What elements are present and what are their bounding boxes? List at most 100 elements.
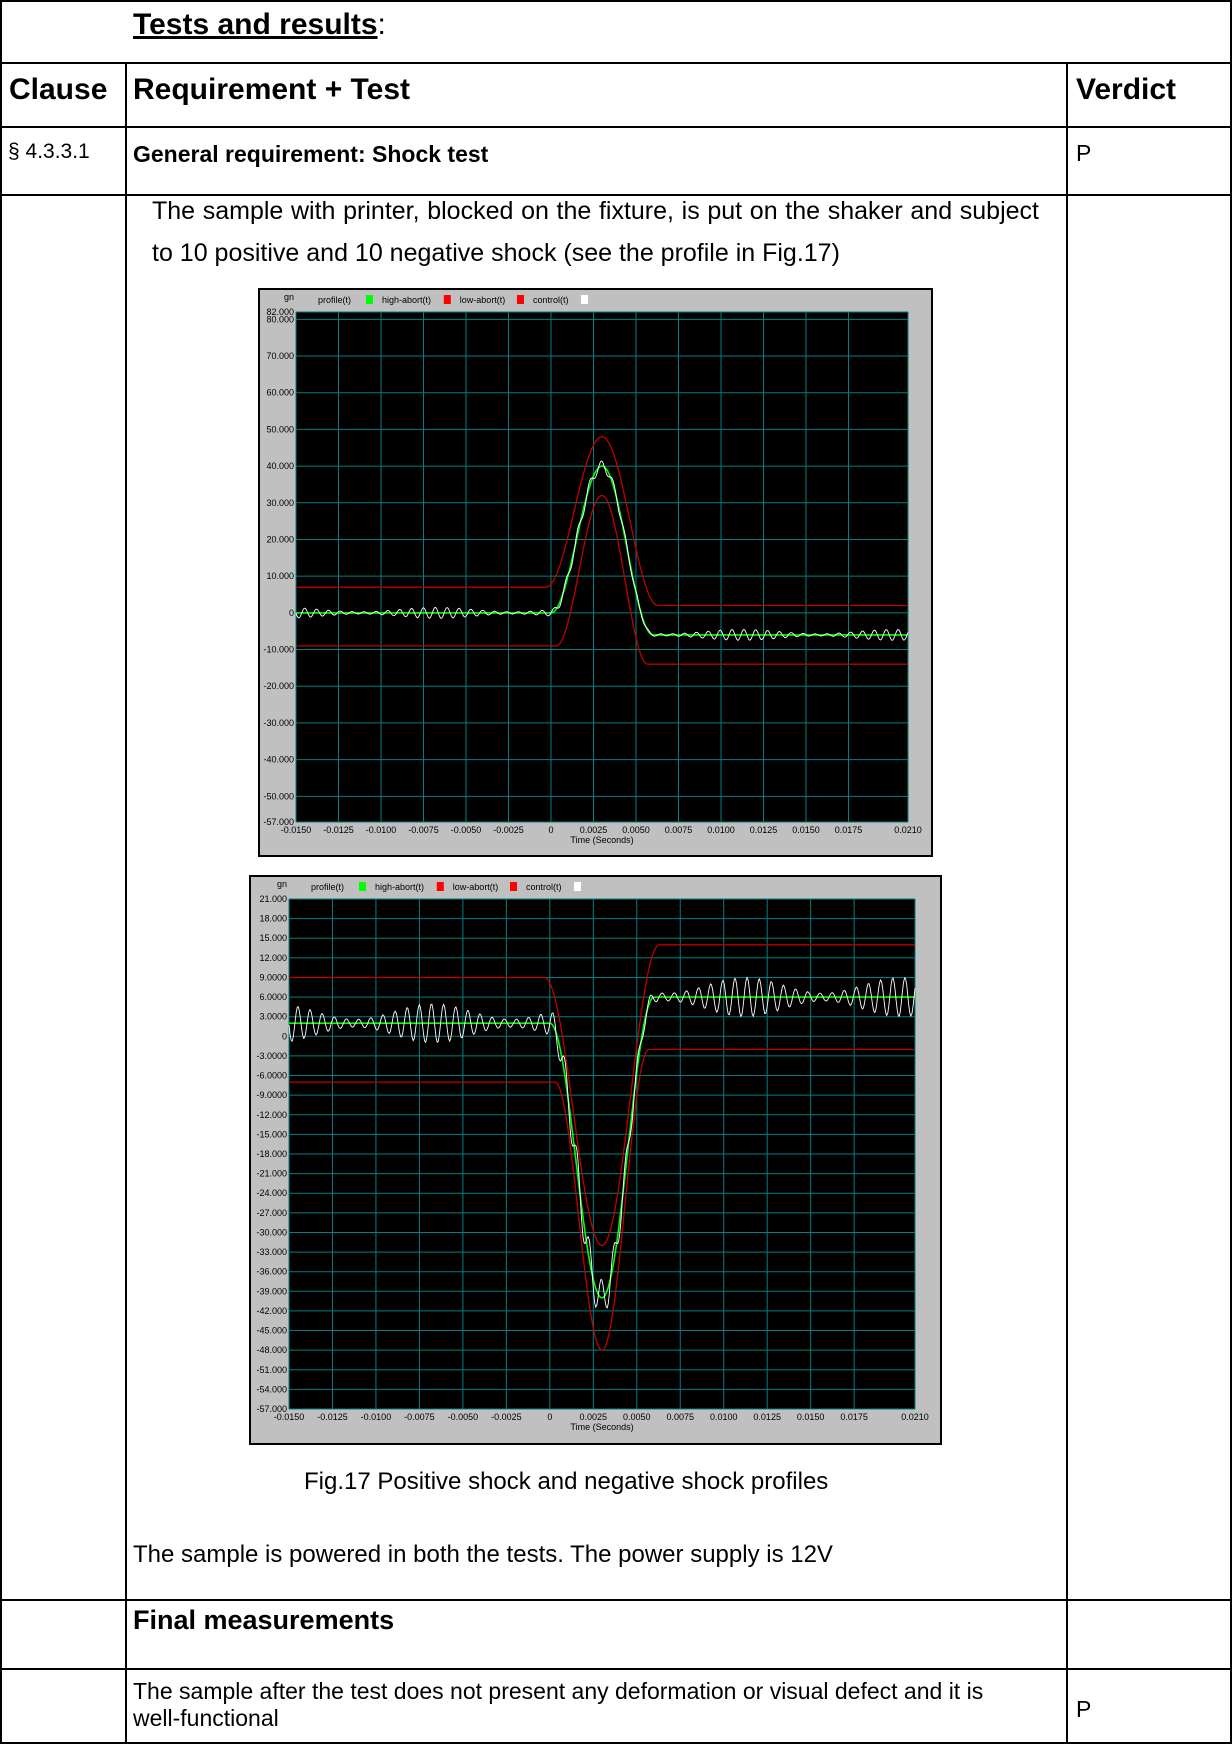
- y-tick-label: -15.000: [256, 1129, 287, 1139]
- legend-label: profile(t): [311, 882, 344, 892]
- x-tick-label: 0.0210: [901, 1412, 929, 1422]
- power-supply-note: The sample is powered in both the tests.…: [133, 1541, 833, 1568]
- x-axis-label: Time (Seconds): [570, 1422, 633, 1432]
- test-description: The sample with printer, blocked on the …: [152, 197, 1039, 267]
- y-tick-label: -6.0000: [256, 1071, 287, 1081]
- table-border: [0, 194, 1232, 196]
- legend-label: low-abort(t): [460, 295, 506, 305]
- y-tick-label: 9.0000: [259, 972, 287, 982]
- header-requirement: Requirement + Test: [133, 73, 411, 106]
- table-column-divider: [1066, 62, 1068, 1744]
- legend-label: low-abort(t): [453, 882, 499, 892]
- y-tick-label: -3.0000: [256, 1051, 287, 1061]
- y-tick-label: -18.000: [256, 1149, 287, 1159]
- y-tick-label: -57.000: [256, 1404, 287, 1414]
- low-abort-line: [289, 1048, 915, 1351]
- y-tick-label: 60.000: [266, 388, 294, 398]
- y-tick-label: -27.000: [256, 1208, 287, 1218]
- x-tick-label: -0.0050: [451, 825, 482, 835]
- x-tick-label: 0.0125: [750, 825, 778, 835]
- y-tick-label: -40.000: [263, 755, 294, 765]
- x-tick-label: 0.0100: [707, 825, 735, 835]
- low-abort-line: [296, 494, 908, 665]
- y-tick-label: 40.000: [266, 461, 294, 471]
- section-title-text: Tests and results: [133, 8, 378, 41]
- figure-caption: Fig.17 Positive shock and negative shock…: [304, 1468, 829, 1495]
- control-line: [295, 460, 909, 641]
- y-tick-label: 50.000: [266, 424, 294, 434]
- x-tick-label: -0.0050: [448, 1412, 479, 1422]
- x-tick-label: -0.0025: [493, 825, 524, 835]
- y-tick-label: -48.000: [256, 1345, 287, 1355]
- y-unit-label: gn: [277, 879, 287, 889]
- negative-shock-chart: gn profile(t) high-abort(t) low-abort(t) con…: [249, 875, 942, 1445]
- x-tick-label: 0.0210: [894, 825, 922, 835]
- section-title-colon: :: [377, 8, 386, 41]
- y-tick-label: 70.000: [266, 351, 294, 361]
- y-tick-label: 15.000: [259, 933, 287, 943]
- y-tick-label: -30.000: [256, 1227, 287, 1237]
- y-tick-label: 20.000: [266, 534, 294, 544]
- y-tick-label: -57.000: [263, 817, 294, 827]
- x-tick-label: 0.0025: [580, 825, 608, 835]
- x-tick-label: -0.0150: [274, 1412, 305, 1422]
- positive-shock-chart-svg: gn profile(t) high-abort(t) low-abort(t) con…: [263, 292, 922, 845]
- table-top-border: [0, 0, 1232, 2]
- x-tick-label: 0.0075: [666, 1412, 694, 1422]
- table-bottom-border: [0, 1742, 1232, 1744]
- y-tick-label: 12.000: [259, 953, 287, 963]
- legend-swatch: [436, 882, 444, 891]
- positive-shock-chart: gn profile(t) high-abort(t) low-abort(t) con…: [258, 288, 933, 857]
- legend-swatch: [510, 882, 517, 891]
- table-right-border: [1230, 0, 1232, 1744]
- table-border: [0, 1599, 1232, 1601]
- y-tick-label: 21.000: [259, 894, 287, 904]
- plot-area: [296, 312, 908, 822]
- y-tick-label: -10.000: [263, 645, 294, 655]
- x-tick-label: -0.0100: [366, 825, 397, 835]
- y-tick-label: 10.000: [266, 571, 294, 581]
- x-tick-label: 0.0150: [797, 1412, 825, 1422]
- y-tick-label: 30.000: [266, 498, 294, 508]
- section-title: Tests and results:: [133, 8, 386, 42]
- x-tick-label: 0: [547, 1412, 552, 1422]
- y-tick-label: -50.000: [263, 791, 294, 801]
- x-tick-label: 0.0125: [753, 1412, 781, 1422]
- x-tick-label: -0.0075: [408, 825, 439, 835]
- legend-label: high-abort(t): [382, 295, 431, 305]
- table-border: [0, 62, 1232, 64]
- table-left-border: [0, 0, 2, 1744]
- legend-swatch: [581, 295, 588, 304]
- x-tick-label: -0.0025: [491, 1412, 522, 1422]
- x-tick-label: -0.0125: [323, 825, 354, 835]
- clause-number: § 4.3.3.1: [8, 140, 90, 163]
- y-tick-label: -39.000: [256, 1286, 287, 1296]
- x-tick-label: 0.0175: [835, 825, 863, 835]
- control-line: [288, 976, 916, 1309]
- legend-label: control(t): [533, 295, 569, 305]
- y-tick-label: 0: [289, 608, 294, 618]
- y-tick-label: 3.0000: [259, 1012, 287, 1022]
- table-border: [0, 1668, 1232, 1670]
- x-tick-label: 0.0050: [622, 825, 650, 835]
- y-tick-label: 6.0000: [259, 992, 287, 1002]
- requirement-title: General requirement: Shock test: [133, 141, 489, 167]
- x-tick-label: 0.0175: [840, 1412, 868, 1422]
- legend-label: profile(t): [318, 295, 351, 305]
- x-tick-label: -0.0075: [404, 1412, 435, 1422]
- x-tick-label: 0.0050: [623, 1412, 651, 1422]
- final-measurements-heading: Final measurements: [133, 1605, 395, 1635]
- high-abort-line: [289, 944, 915, 1247]
- legend-swatch: [359, 882, 366, 891]
- y-tick-label: -24.000: [256, 1188, 287, 1198]
- y-tick-label: -9.0000: [256, 1090, 287, 1100]
- final-verdict-value: P: [1076, 1696, 1092, 1722]
- x-tick-label: -0.0150: [281, 825, 312, 835]
- x-tick-label: 0.0150: [792, 825, 820, 835]
- legend-swatch: [574, 882, 581, 891]
- y-tick-label: 18.000: [259, 914, 287, 924]
- x-axis-label: Time (Seconds): [570, 835, 633, 845]
- y-tick-label: 82.000: [266, 307, 294, 317]
- x-tick-label: 0.0075: [665, 825, 693, 835]
- x-tick-label: -0.0100: [361, 1412, 392, 1422]
